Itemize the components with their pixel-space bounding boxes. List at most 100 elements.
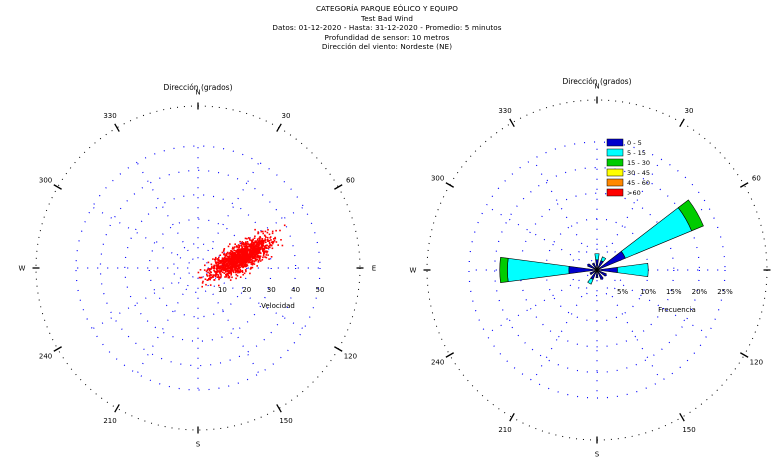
scatter-point (253, 260, 256, 263)
scatter-point (232, 263, 234, 266)
scatter-point (220, 276, 222, 279)
scatter-point (224, 264, 227, 266)
scatter-point (262, 242, 265, 245)
windrose-wedge (587, 277, 594, 285)
scatter-point (209, 278, 211, 281)
scatter-point (223, 248, 226, 250)
scatter-grid-spoke (206, 272, 304, 330)
scatter-point (235, 259, 238, 261)
scatter-point (243, 245, 245, 247)
scatter-point (219, 254, 222, 256)
scatter-point (210, 271, 212, 274)
scatter-point (222, 262, 224, 265)
scatter-point (260, 246, 263, 249)
windrose-wedge (600, 256, 607, 263)
scatter-point (267, 245, 270, 248)
scatter-point (218, 256, 220, 259)
scatter-point (233, 252, 235, 254)
scatter-point (279, 229, 281, 232)
scatter-point (208, 272, 211, 275)
scatter-point (243, 263, 246, 266)
scatter-point (237, 270, 240, 273)
scatter-point (229, 243, 231, 245)
scatter-point (240, 265, 242, 268)
scatter-point (223, 257, 226, 259)
scatter-point (244, 265, 246, 268)
scatter-point (269, 236, 272, 238)
scatter-point (242, 260, 244, 262)
scatter-point (259, 236, 262, 239)
windrose-compass-label: S (595, 451, 600, 457)
scatter-point (271, 241, 273, 243)
scatter-point (230, 274, 232, 276)
windrose-radial-tick-label: 15% (666, 288, 682, 296)
scatter-point (269, 246, 271, 249)
scatter-point (254, 228, 256, 231)
scatter-point (236, 268, 239, 270)
scatter-point (240, 270, 242, 273)
scatter-point (214, 261, 217, 264)
scatter-point (245, 261, 248, 263)
scatter-point (246, 255, 248, 257)
scatter-point (213, 269, 215, 272)
scatter-point (204, 264, 206, 267)
scatter-point (233, 262, 236, 265)
windrose-wedge (620, 207, 692, 259)
scatter-point (255, 252, 258, 254)
scatter-point (221, 267, 223, 270)
scatter-point (238, 261, 241, 264)
windrose-radial-tick-label: 25% (717, 288, 733, 296)
scatter-point (266, 231, 269, 234)
scatter-point (256, 243, 259, 246)
scatter-point (227, 259, 229, 261)
scatter-point (236, 259, 239, 262)
scatter-point (242, 254, 245, 256)
scatter-point (274, 237, 277, 240)
scatter-point (233, 271, 235, 274)
scatter-point (234, 261, 236, 263)
scatter-point (217, 258, 219, 260)
scatter-point (233, 266, 236, 268)
windrose-grid-circle (468, 141, 726, 399)
scatter-point (204, 278, 207, 280)
scatter-point (239, 269, 241, 272)
windrose-wedge (587, 263, 598, 271)
scatter-point (264, 256, 266, 258)
scatter-point (234, 243, 236, 245)
scatter-compass-tick (334, 346, 343, 352)
legend-swatch (606, 168, 624, 177)
scatter-point (260, 242, 263, 244)
windrose-wedge (589, 269, 598, 276)
scatter-point (223, 272, 226, 274)
windrose-grid-circle (494, 167, 701, 374)
scatter-point (229, 266, 232, 268)
scatter-point (237, 252, 240, 254)
scatter-point (231, 248, 234, 250)
scatter-point (198, 276, 201, 279)
scatter-point (236, 256, 239, 258)
scatter-point (245, 258, 248, 261)
scatter-point (212, 258, 214, 260)
scatter-point (228, 259, 230, 261)
scatter-compass-label: 240 (39, 353, 52, 361)
scatter-point (267, 229, 269, 231)
scatter-point (259, 255, 262, 258)
scatter-point (228, 253, 230, 255)
scatter-point (247, 248, 250, 251)
scatter-point (277, 244, 279, 246)
scatter-point (255, 259, 257, 262)
scatter-point (256, 265, 258, 267)
scatter-point (262, 250, 264, 252)
scatter-point (273, 240, 276, 242)
scatter-point (239, 240, 241, 243)
scatter-point (218, 265, 221, 267)
scatter-point (201, 282, 204, 284)
scatter-point (220, 269, 222, 271)
scatter-point (215, 256, 217, 259)
scatter-point (241, 252, 244, 255)
scatter-point (236, 275, 239, 277)
scatter-point (218, 270, 220, 273)
scatter-point (261, 241, 264, 243)
scatter-point (239, 253, 242, 256)
